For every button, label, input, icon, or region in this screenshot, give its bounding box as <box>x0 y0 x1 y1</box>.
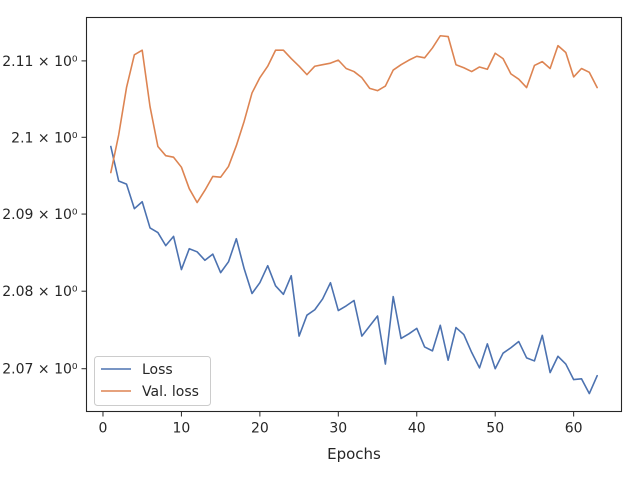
x-tick-label: 0 <box>99 421 108 437</box>
series-line-val-loss <box>110 34 598 204</box>
axes <box>85 16 623 413</box>
legend-label-loss: Loss <box>142 362 173 378</box>
x-tick-label: 60 <box>565 421 583 437</box>
y-axis-ticks: 2.07 × 10⁰ 2.08 × 10⁰ 2.09 × 10⁰ 2.1 × 10⁰ 2… <box>2 54 87 378</box>
x-tick-label: 40 <box>408 421 426 437</box>
y-tick-label: 2.07 × 10⁰ <box>2 362 78 378</box>
y-tick-label: 2.08 × 10⁰ <box>2 284 78 300</box>
y-tick-label: 2.1 × 10⁰ <box>11 130 78 146</box>
x-axis-ticks: 0 10 20 30 40 50 60 <box>99 411 583 437</box>
y-tick-label: 2.09 × 10⁰ <box>2 207 78 223</box>
x-tick-label: 50 <box>486 421 504 437</box>
series-line-loss <box>110 145 598 395</box>
x-tick-label: 10 <box>173 421 191 437</box>
plot-frame <box>85 16 623 413</box>
legend-items: Loss Val. loss <box>101 362 199 400</box>
series-lines <box>110 34 598 395</box>
x-axis-label: Epochs <box>327 445 381 463</box>
legend-label-val-loss: Val. loss <box>142 384 199 400</box>
x-tick-label: 20 <box>251 421 269 437</box>
y-tick-label: 2.11 × 10⁰ <box>2 54 78 70</box>
legend: Loss Val. loss <box>94 356 211 406</box>
x-tick-label: 30 <box>329 421 347 437</box>
